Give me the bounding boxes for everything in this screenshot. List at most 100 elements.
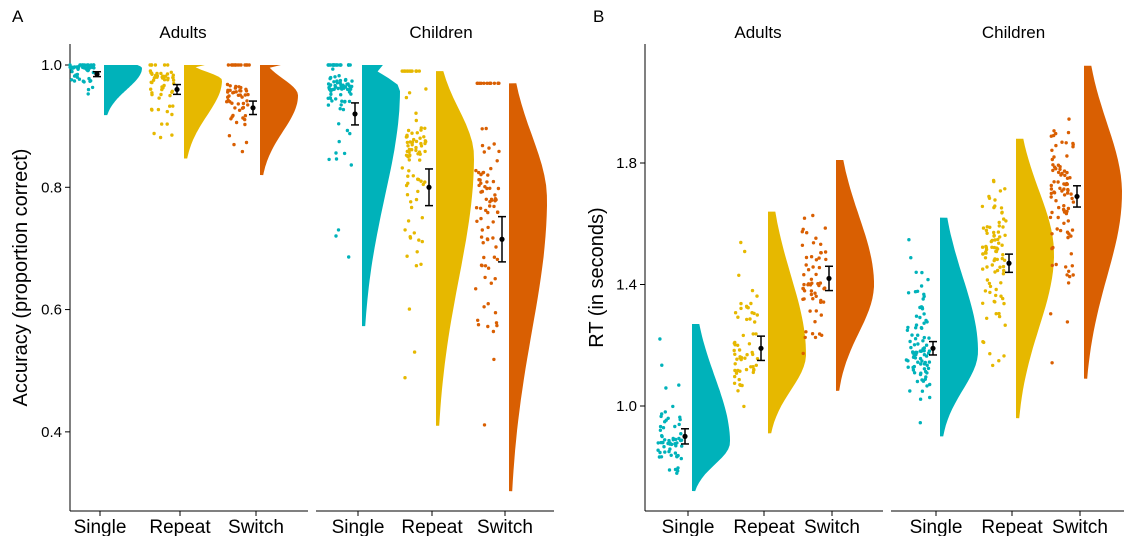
raw-point: [745, 317, 749, 322]
raw-point: [482, 150, 486, 154]
raw-point: [479, 172, 483, 177]
raw-point: [475, 219, 479, 223]
raw-point: [914, 314, 919, 318]
raw-point: [476, 81, 480, 86]
raw-point: [477, 178, 481, 182]
raw-point: [1049, 187, 1054, 191]
x-tick-label: Repeat: [981, 517, 1043, 536]
raw-point: [327, 157, 331, 162]
raw-point: [337, 74, 341, 78]
raw-point: [243, 63, 247, 67]
raw-point: [988, 284, 993, 289]
y-tick-label: 1.0: [41, 57, 62, 74]
raw-point: [227, 134, 232, 138]
raw-point: [1001, 253, 1005, 257]
mean-point: [352, 111, 358, 117]
raw-point: [918, 305, 922, 310]
raw-point: [913, 290, 918, 294]
raw-point: [1054, 143, 1058, 148]
density-switch: [836, 159, 874, 391]
raw-point: [1050, 157, 1055, 162]
raw-point: [486, 302, 490, 306]
raw-point: [246, 103, 250, 107]
raw-point: [1050, 210, 1054, 215]
x-tick-label: Single: [74, 517, 127, 536]
raw-point: [906, 359, 910, 363]
raw-point: [495, 257, 500, 262]
raw-point: [912, 371, 917, 375]
raw-point: [1065, 191, 1070, 195]
raw-point: [739, 357, 743, 362]
raw-point: [656, 441, 660, 445]
raw-point: [1070, 196, 1074, 201]
raw-point: [741, 333, 745, 338]
raw-point: [412, 231, 416, 235]
raw-point: [736, 343, 740, 347]
raw-point: [152, 131, 156, 136]
raw-point: [747, 342, 752, 346]
raw-point: [817, 265, 822, 270]
density-repeat: [1016, 138, 1054, 419]
x-tick-label: Repeat: [401, 517, 463, 536]
raw-point: [922, 362, 927, 366]
raw-point: [237, 108, 242, 113]
raw-point: [814, 236, 818, 240]
raw-point: [481, 170, 486, 175]
raw-point: [748, 317, 752, 321]
raw-point: [236, 102, 240, 106]
raw-point: [819, 251, 823, 255]
raw-point: [994, 287, 998, 292]
raw-point: [751, 352, 755, 357]
raw-point: [484, 126, 488, 131]
raw-point: [908, 389, 912, 393]
raw-point: [482, 305, 486, 309]
raw-point: [497, 149, 501, 154]
raw-point: [418, 158, 422, 162]
raw-point: [1062, 193, 1067, 197]
raw-point: [165, 109, 169, 114]
raw-point: [1050, 148, 1054, 152]
raw-point: [922, 294, 926, 299]
density-single: [362, 65, 400, 327]
raw-point: [86, 68, 90, 73]
raw-point: [492, 81, 497, 86]
raw-point: [156, 107, 161, 112]
raw-point: [412, 137, 416, 142]
raw-point: [659, 455, 664, 459]
raw-point: [76, 65, 81, 70]
raw-point: [754, 363, 758, 367]
raw-point: [981, 226, 986, 230]
raw-point: [1049, 195, 1053, 199]
raw-point: [493, 193, 497, 197]
raw-point: [1065, 320, 1070, 324]
raw-point: [750, 311, 754, 315]
raw-point: [171, 73, 175, 77]
raw-point: [491, 329, 496, 334]
raw-point: [1050, 263, 1055, 268]
raw-point: [149, 63, 154, 67]
raw-point: [738, 369, 742, 373]
group-switch: Switch: [800, 159, 874, 536]
raw-point: [477, 170, 481, 175]
raw-point: [820, 333, 824, 337]
raw-point: [677, 436, 681, 441]
raw-point: [927, 336, 931, 340]
raw-point: [230, 101, 234, 105]
raw-point: [334, 234, 338, 238]
raw-point: [926, 351, 931, 355]
raw-point: [70, 66, 75, 70]
raw-point: [226, 98, 230, 103]
raw-point: [679, 432, 683, 436]
raw-point: [157, 96, 161, 100]
raw-point: [327, 85, 331, 90]
raw-point: [800, 230, 804, 234]
raw-point: [924, 343, 929, 347]
raw-point: [909, 345, 913, 350]
raw-point: [915, 379, 920, 384]
raw-point: [677, 422, 681, 427]
raw-point: [660, 363, 664, 367]
raw-point: [981, 340, 985, 344]
raw-point: [491, 236, 495, 240]
raw-point: [925, 363, 929, 367]
raw-point: [328, 96, 332, 100]
